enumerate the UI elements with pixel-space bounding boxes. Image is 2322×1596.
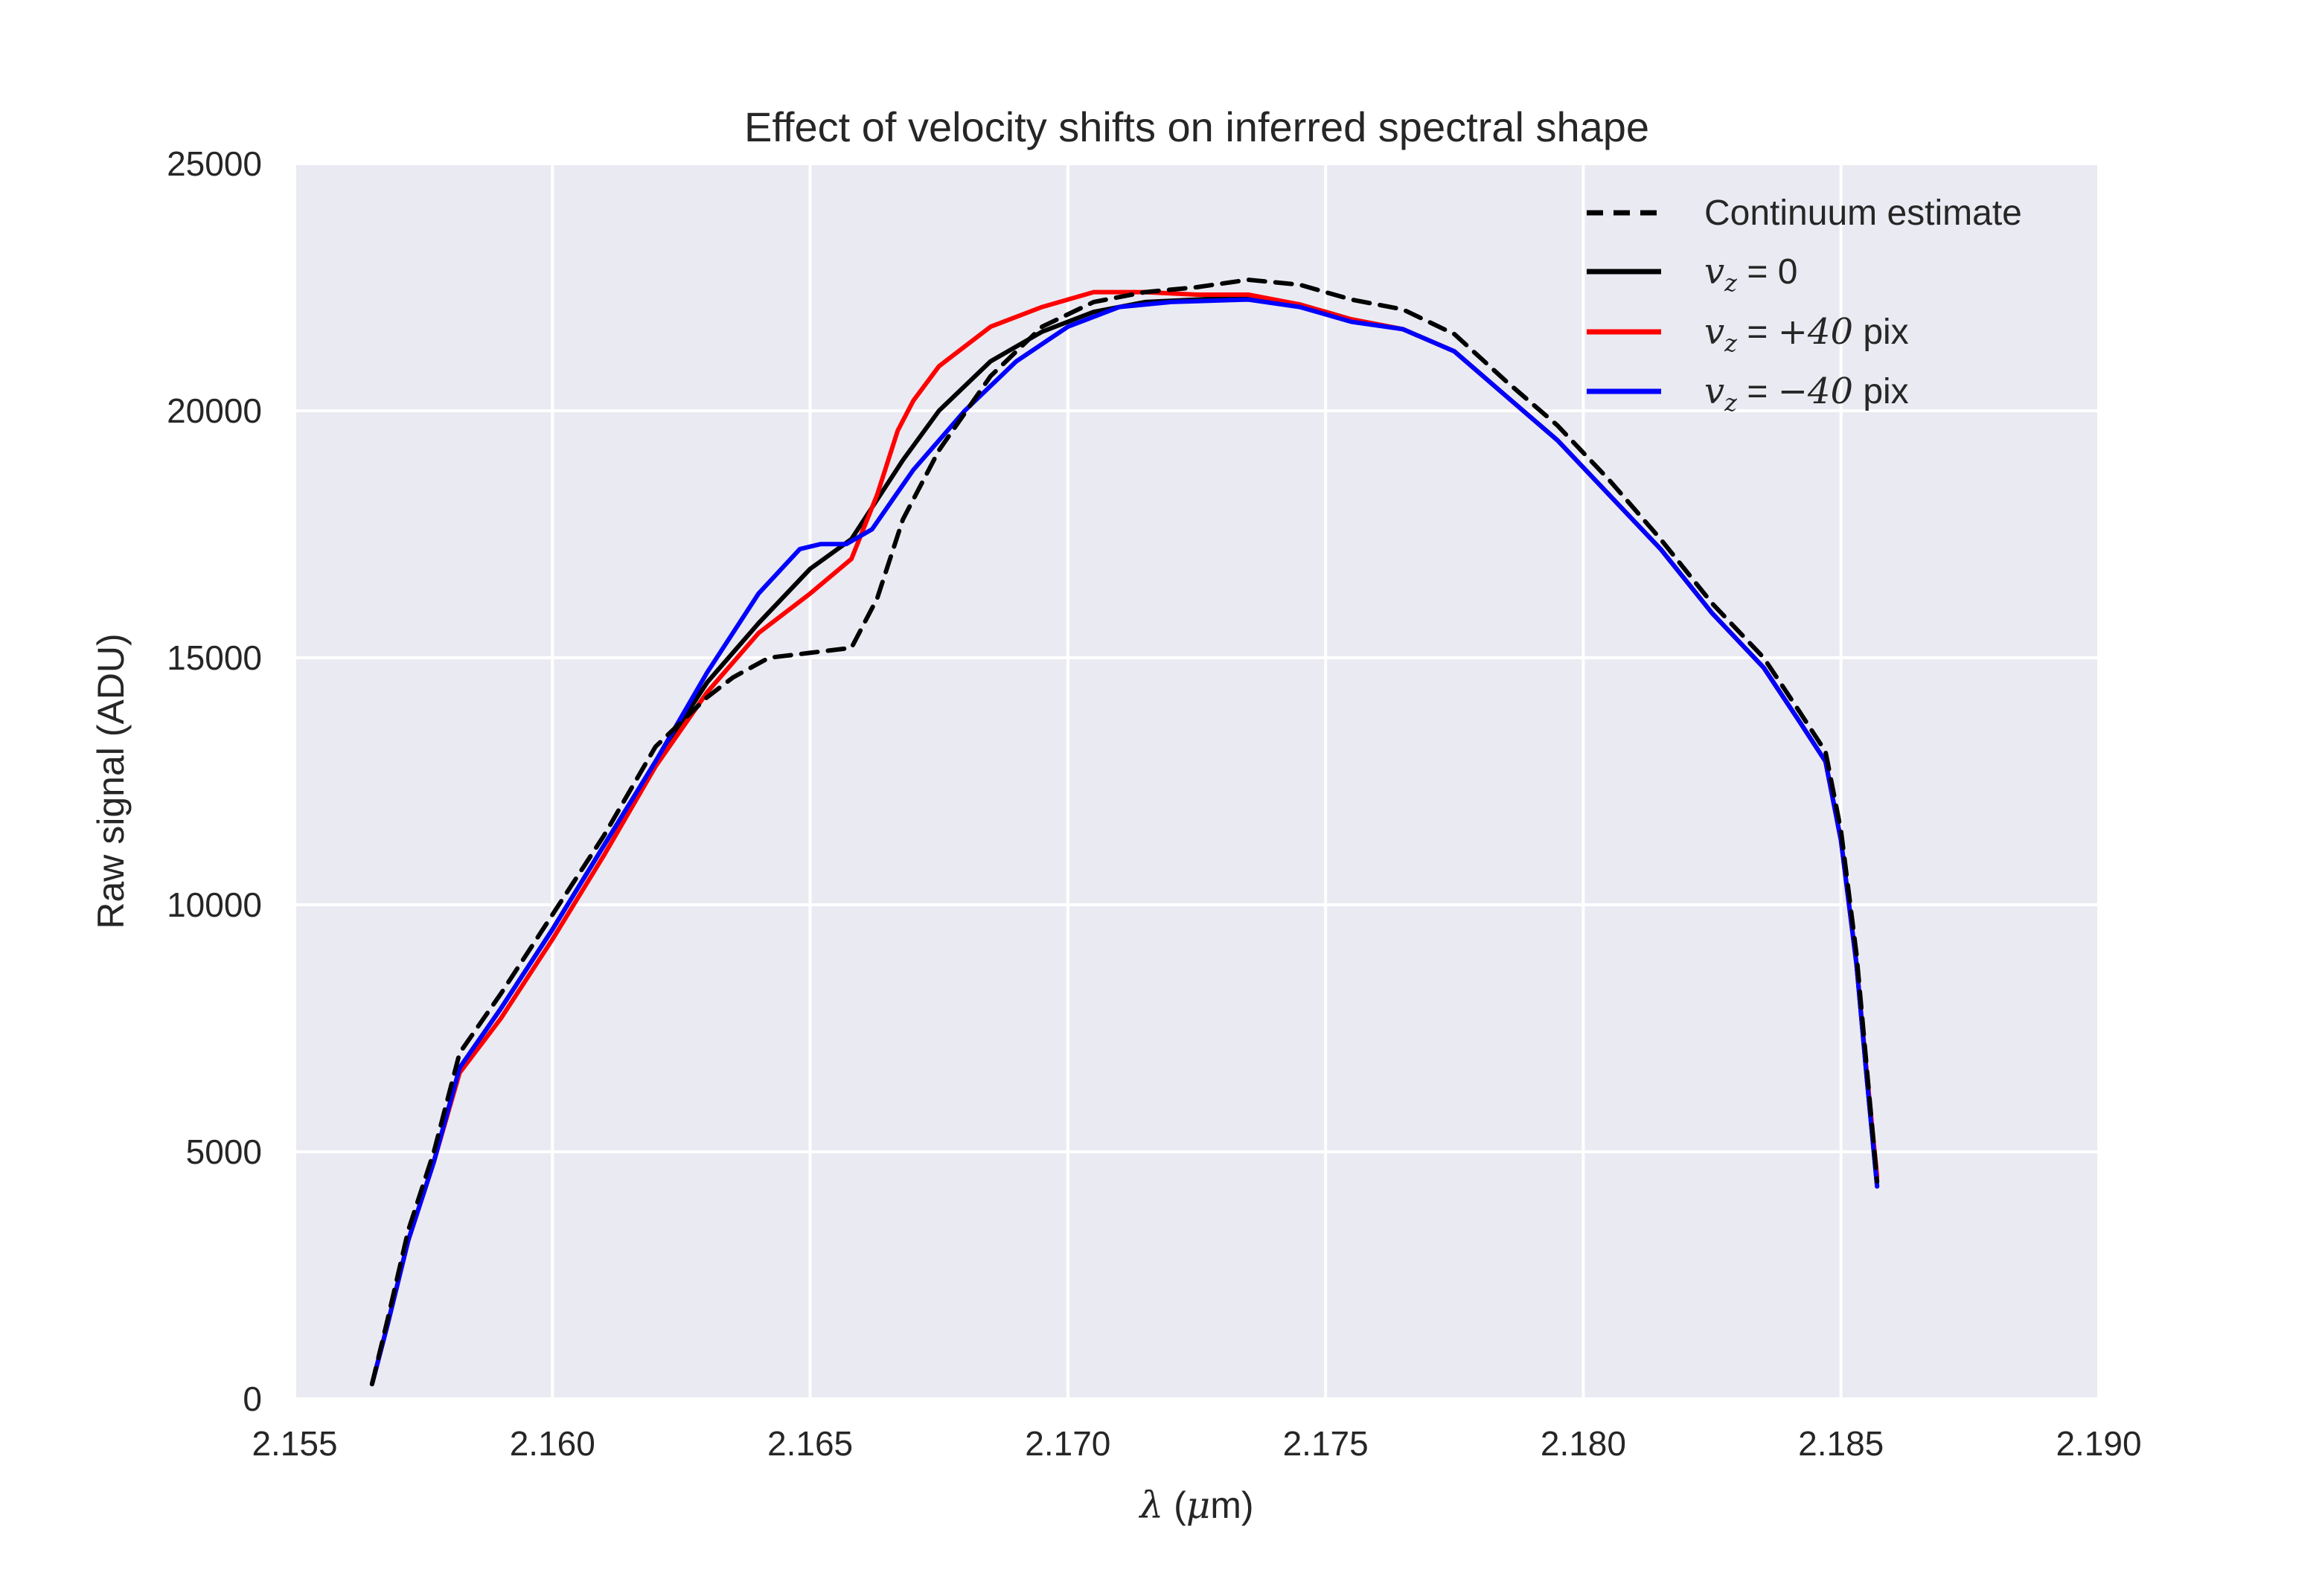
x-tick-label: 2.175 — [1283, 1424, 1369, 1463]
legend-label-vz-minus40: vz = −40 pix — [1704, 371, 1909, 417]
chart-title: Effect of velocity shifts on inferred sp… — [744, 103, 1649, 150]
x-axis-label-open: ( — [1163, 1484, 1186, 1526]
x-tick-label: 2.165 — [767, 1424, 853, 1463]
x-tick-label: 2.180 — [1541, 1424, 1626, 1463]
y-tick-label: 25000 — [167, 144, 262, 183]
x-tick-label: 2.190 — [2056, 1424, 2141, 1463]
series-line-vz_minus40 — [369, 297, 1880, 1387]
y-tick-labels: 0 5000 10000 15000 20000 25000 — [167, 144, 262, 1418]
y-axis-label: Raw signal (ADU) — [90, 633, 132, 929]
x-tick-label: 2.170 — [1025, 1424, 1110, 1463]
series-line-continuum — [369, 278, 1880, 1387]
y-tick-label: 10000 — [167, 885, 262, 924]
x-tick-label: 2.160 — [510, 1424, 595, 1463]
series-lines — [369, 278, 1880, 1387]
x-axis-label: λ (μm) — [1138, 1484, 1253, 1527]
legend-label-vz-plus40: vz = +40 pix — [1704, 311, 1909, 357]
legend: Continuum estimate vz = 0 vz = +40 pix v… — [1587, 193, 2022, 417]
legend-label-continuum: Continuum estimate — [1704, 193, 2022, 233]
x-tick-labels: 2.155 2.160 2.165 2.170 2.175 2.180 2.185 2.190 — [252, 1424, 2141, 1463]
x-tick-label: 2.185 — [1798, 1424, 1884, 1463]
y-tick-label: 0 — [243, 1379, 262, 1418]
plot-area — [295, 164, 2099, 1399]
x-tick-label: 2.155 — [252, 1424, 337, 1463]
x-axis-label-symbol: λ — [1138, 1484, 1163, 1527]
grid — [293, 162, 2100, 1400]
y-tick-label: 5000 — [186, 1132, 262, 1171]
legend-label-vz0: vz = 0 — [1704, 251, 1797, 297]
y-tick-label: 15000 — [167, 638, 262, 677]
y-tick-label: 20000 — [167, 391, 262, 430]
x-axis-label-mu: μ — [1186, 1484, 1211, 1527]
x-axis-label-unit: m) — [1210, 1484, 1253, 1526]
